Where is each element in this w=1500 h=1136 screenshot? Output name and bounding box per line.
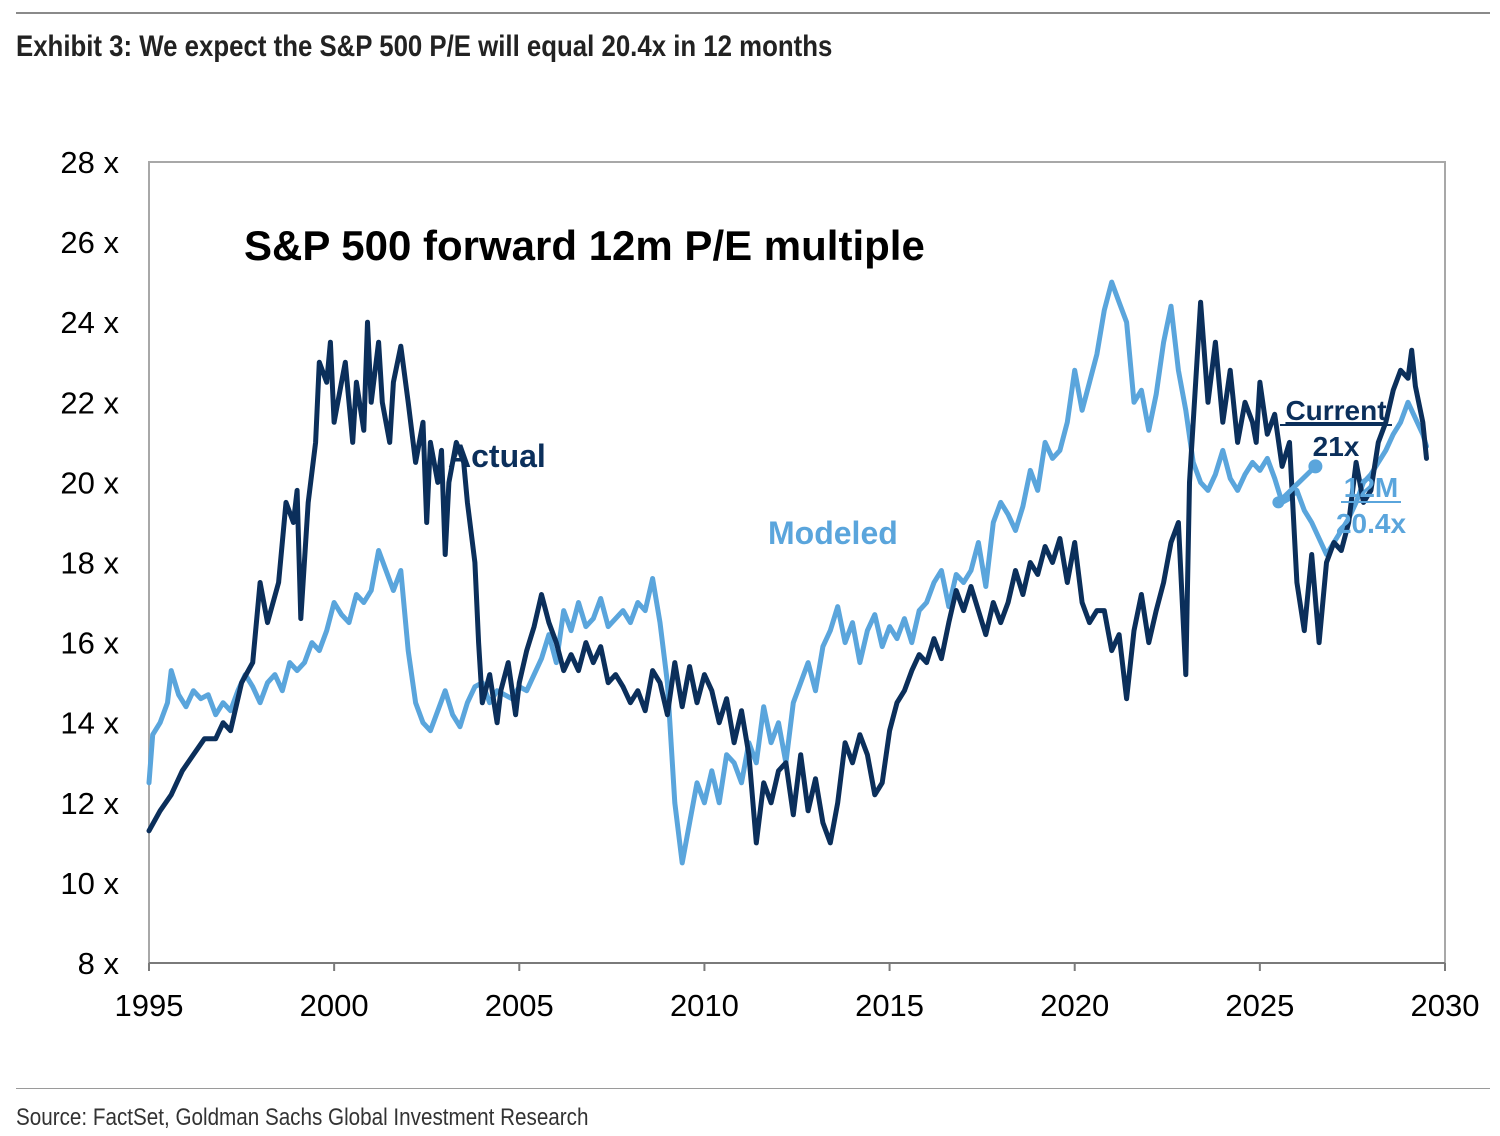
bottom-rule: [16, 1088, 1490, 1089]
modeled-series-label: Modeled: [768, 515, 898, 551]
x-tick-label: 1995: [115, 988, 184, 1023]
y-tick-label: 22 x: [60, 385, 119, 420]
x-tick-label: 2030: [1411, 988, 1480, 1023]
pe-multiple-chart: 8 x 10 x 12 x 14 x 16 x 18 x 20 x 22 x 24 x 26 x 2…: [60, 145, 1480, 1023]
x-axis: 1995 2000 2005 2010 2015 2020 2025 2030: [115, 963, 1480, 1023]
y-tick-label: 24 x: [60, 305, 119, 340]
x-tick-label: 2000: [300, 988, 369, 1023]
top-rule: [16, 12, 1490, 14]
plot-area: [148, 161, 1446, 964]
y-tick-label: 8 x: [78, 946, 120, 981]
exhibit-title: Exhibit 3: We expect the S&P 500 P/E wil…: [16, 30, 833, 63]
series-layer: [146, 279, 1429, 866]
x-tick-label: 2025: [1225, 988, 1294, 1023]
y-tick-label: 10 x: [60, 866, 119, 901]
source-note: Source: FactSet, Goldman Sachs Global In…: [16, 1104, 589, 1131]
forecast-annotation-title: 12M: [1344, 472, 1398, 503]
actual-series-line: [146, 299, 1429, 846]
y-tick-label: 16 x: [60, 626, 119, 661]
chart-title: S&P 500 forward 12m P/E multiple: [244, 222, 925, 269]
current-annotation-title: Current: [1285, 395, 1386, 426]
y-tick-label: 28 x: [60, 145, 119, 180]
x-tick-label: 2015: [855, 988, 924, 1023]
x-tick-label: 2005: [485, 988, 554, 1023]
y-tick-label: 18 x: [60, 546, 119, 581]
y-tick-label: 20 x: [60, 465, 119, 500]
y-tick-label: 12 x: [60, 786, 119, 821]
forecast-line: [1275, 463, 1318, 505]
current-annotation-value: 21x: [1313, 431, 1360, 462]
x-tick-label: 2010: [670, 988, 739, 1023]
y-axis: 8 x 10 x 12 x 14 x 16 x 18 x 20 x 22 x 24 x 26 x 2…: [60, 145, 119, 981]
forecast-end-point: [1308, 459, 1323, 474]
actual-series-label: Actual: [448, 438, 546, 474]
y-tick-label: 14 x: [60, 706, 119, 741]
y-tick-label: 26 x: [60, 225, 119, 260]
x-tick-label: 2020: [1040, 988, 1109, 1023]
forecast-start-point: [1272, 496, 1285, 509]
forecast-annotation-value: 20.4x: [1336, 508, 1406, 539]
